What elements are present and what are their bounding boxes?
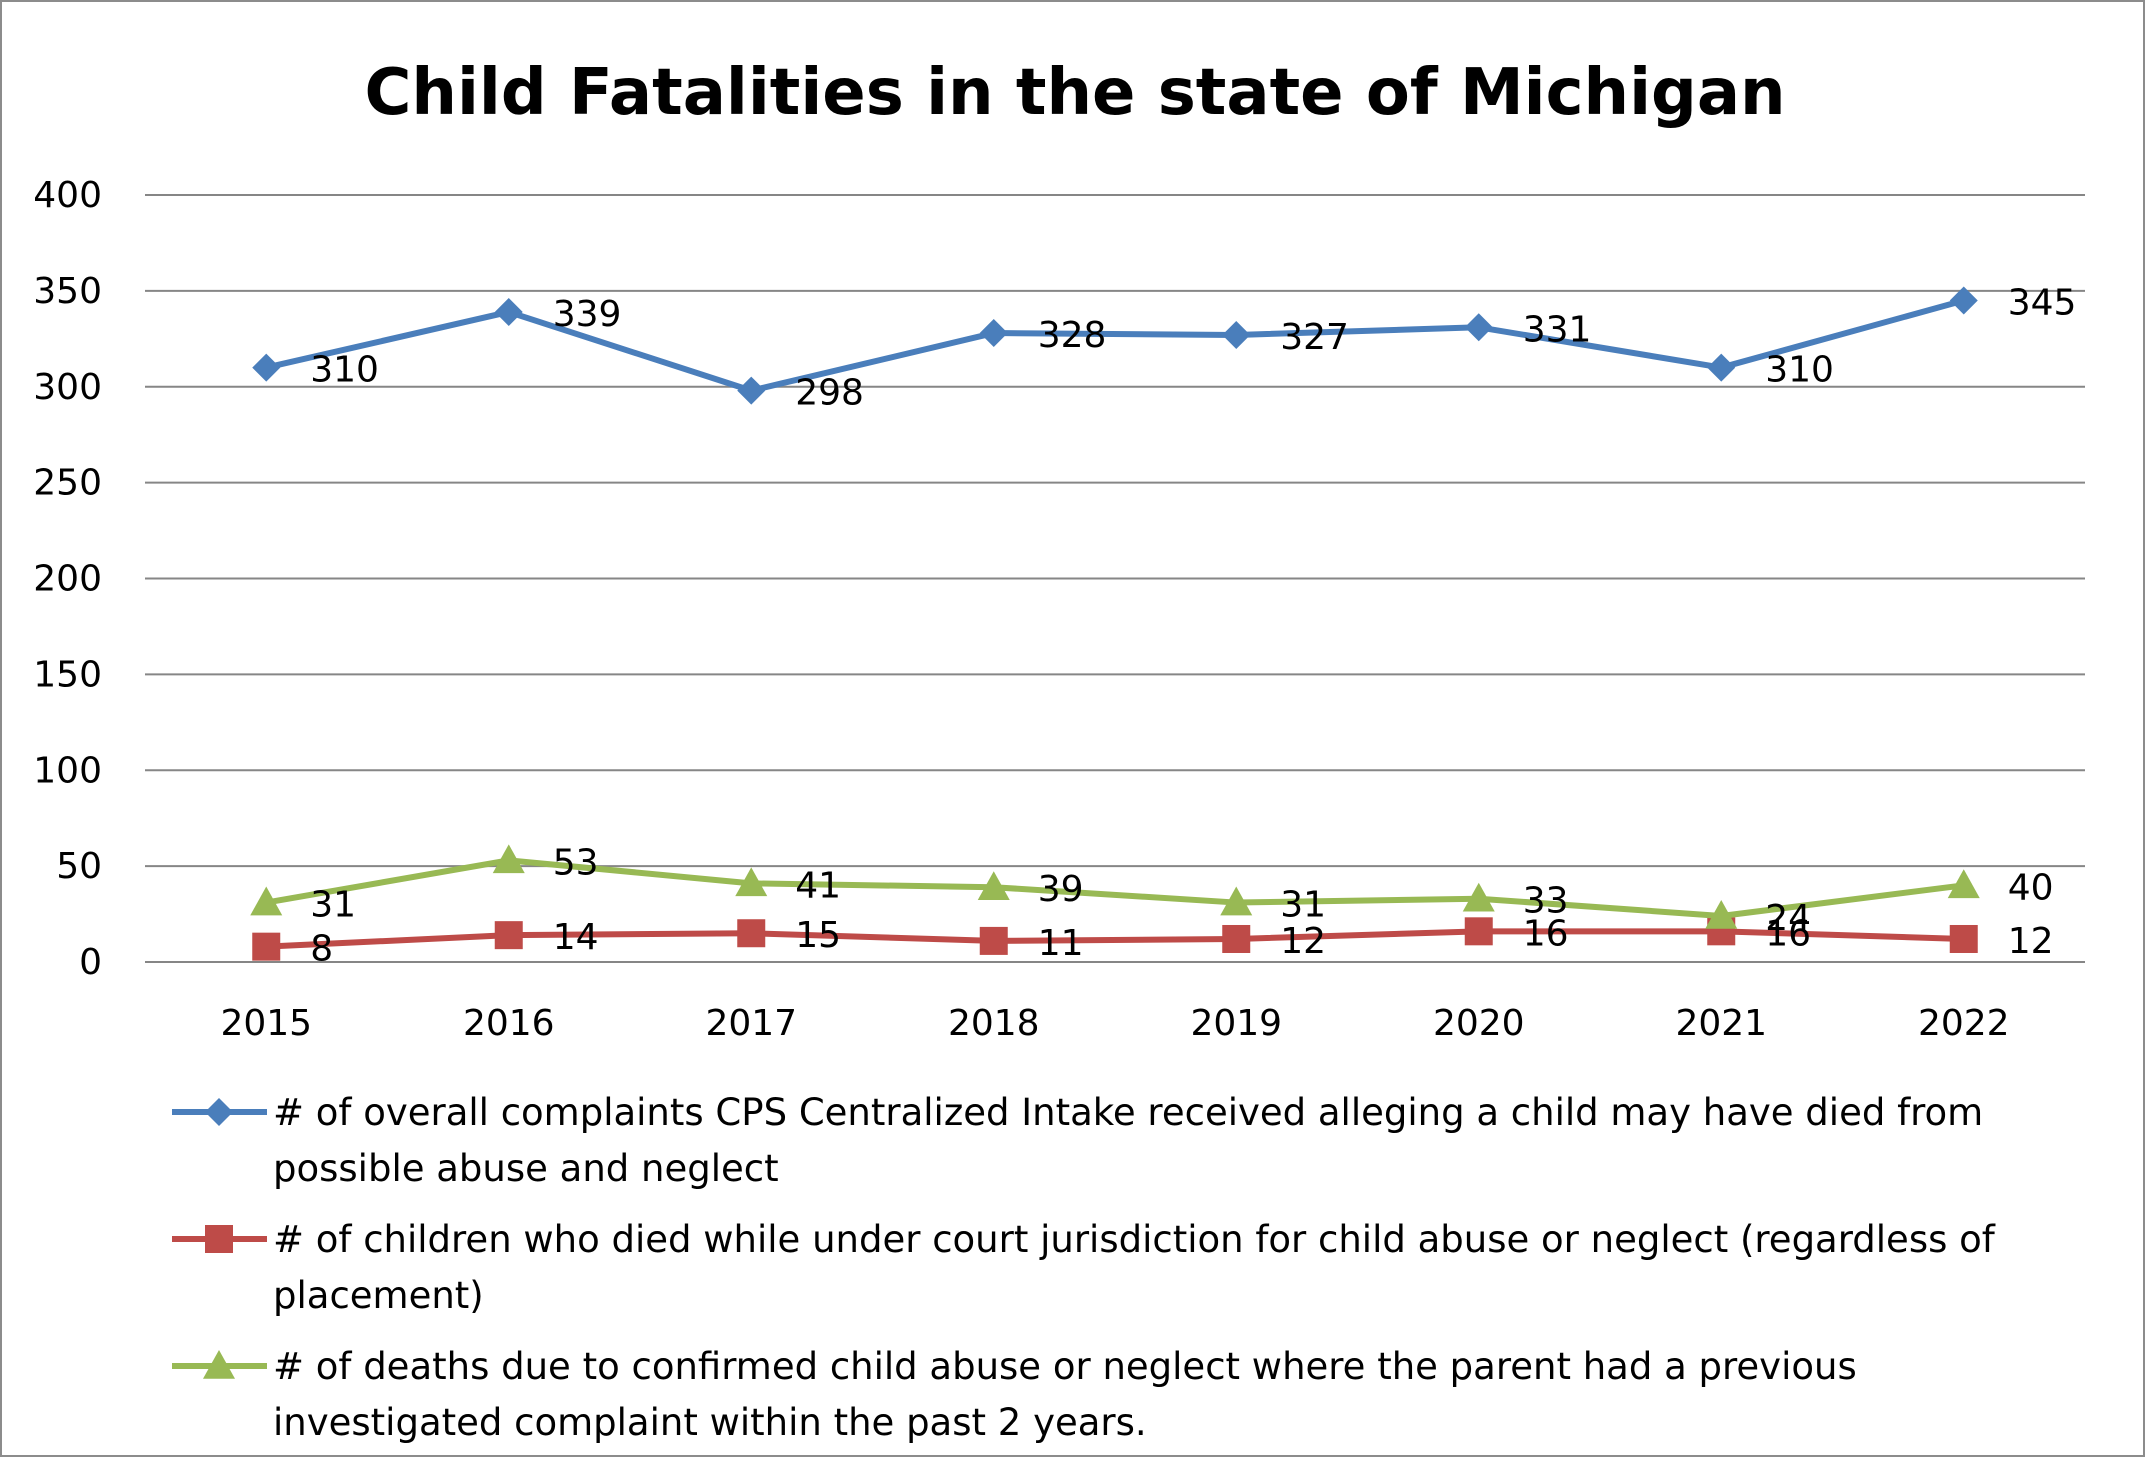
- x-tick-label: 2015: [220, 1003, 312, 1044]
- legend: # of overall complaints CPS Centralized …: [172, 1091, 1996, 1444]
- chart-title: Child Fatalities in the state of Michiga…: [364, 56, 1785, 130]
- series-line: [265, 297, 1965, 394]
- data-label: 339: [553, 294, 622, 335]
- data-label: 14: [553, 917, 599, 958]
- data-label: 12: [2008, 921, 2054, 962]
- legend-item: # of children who died while under court…: [172, 1218, 1996, 1317]
- data-label: 40: [2008, 867, 2054, 908]
- data-label: 12: [1280, 921, 1326, 962]
- data-label: 331: [1523, 309, 1592, 350]
- legend-label: investigated complaint within the past 2…: [273, 1401, 1147, 1444]
- data-point-square: [1464, 917, 1493, 946]
- legend-marker-triangle: [203, 1350, 235, 1379]
- data-point-square: [252, 932, 281, 961]
- data-point-square: [1949, 924, 1978, 953]
- data-point-diamond: [1222, 320, 1251, 349]
- data-point-diamond: [1707, 353, 1736, 382]
- series-triangle: [250, 844, 1980, 929]
- y-tick-label: 150: [33, 654, 102, 695]
- legend-label: possible abuse and neglect: [273, 1147, 779, 1190]
- data-label: 53: [553, 842, 599, 883]
- data-label: 31: [310, 885, 356, 926]
- data-point-triangle: [1705, 899, 1738, 929]
- y-axis-ticks: 0 50 100 150 200 250 300 350 400: [33, 175, 102, 983]
- series-line: [265, 857, 1965, 919]
- y-tick-label: 50: [56, 846, 102, 887]
- x-tick-label: 2020: [1433, 1003, 1525, 1044]
- legend-marker-diamond: [205, 1098, 233, 1126]
- x-tick-label: 2022: [1918, 1003, 2010, 1044]
- gridlines: [145, 194, 2085, 963]
- legend-item: # of overall complaints CPS Centralized …: [172, 1091, 1983, 1190]
- data-label: 24: [1765, 898, 1811, 939]
- data-label: 298: [795, 373, 864, 414]
- data-point-triangle: [1220, 886, 1253, 916]
- data-label: 39: [1038, 869, 1084, 910]
- y-tick-label: 400: [33, 175, 102, 216]
- y-tick-label: 0: [79, 942, 102, 983]
- data-point-triangle: [1462, 882, 1495, 912]
- y-tick-label: 100: [33, 750, 102, 791]
- data-point-diamond: [252, 353, 281, 382]
- series-square: [252, 917, 1978, 961]
- data-label: 15: [795, 915, 841, 956]
- data-point-triangle: [492, 844, 525, 874]
- data-point-triangle: [250, 886, 283, 916]
- x-tick-label: 2019: [1190, 1003, 1282, 1044]
- data-label: 345: [2008, 282, 2077, 323]
- data-label: 328: [1038, 315, 1107, 356]
- y-tick-label: 350: [33, 271, 102, 312]
- data-point-diamond: [494, 297, 523, 326]
- data-label: 31: [1280, 885, 1326, 926]
- data-point-square: [737, 919, 766, 948]
- data-label: 16: [1765, 913, 1811, 954]
- data-label: 11: [1038, 923, 1084, 964]
- data-point-square: [494, 921, 523, 950]
- y-tick-label: 300: [33, 367, 102, 408]
- series-diamond: [252, 286, 1978, 405]
- x-tick-label: 2021: [1675, 1003, 1767, 1044]
- data-point-square: [1222, 924, 1251, 953]
- legend-marker-square: [205, 1225, 233, 1253]
- legend-label: # of overall complaints CPS Centralized …: [273, 1091, 1983, 1134]
- x-tick-label: 2018: [948, 1003, 1040, 1044]
- legend-item: # of deaths due to confirmed child abuse…: [172, 1345, 1857, 1444]
- x-tick-label: 2017: [705, 1003, 797, 1044]
- legend-label: placement): [273, 1274, 484, 1317]
- data-label: 8: [310, 929, 333, 970]
- series-line: [266, 928, 1964, 950]
- data-point-triangle: [1947, 869, 1980, 899]
- data-point-diamond: [737, 376, 766, 405]
- data-point-triangle: [735, 867, 768, 897]
- y-tick-label: 250: [33, 463, 102, 504]
- data-point-diamond: [1464, 313, 1493, 342]
- data-label: 327: [1280, 317, 1349, 358]
- data-point-diamond: [1949, 286, 1978, 315]
- data-label: 33: [1523, 881, 1569, 922]
- data-point-square: [979, 926, 1008, 955]
- y-tick-label: 200: [33, 559, 102, 600]
- data-label: 310: [310, 350, 379, 391]
- x-axis-ticks: 2015 2016 2017 2018 2019 2020 2021 2022: [220, 1003, 2009, 1044]
- x-tick-label: 2016: [463, 1003, 555, 1044]
- data-label: 310: [1765, 350, 1834, 391]
- series-layer: [250, 286, 1980, 961]
- legend-label: # of children who died while under court…: [273, 1218, 1996, 1261]
- data-point-triangle: [977, 871, 1010, 901]
- data-label: 41: [795, 865, 841, 906]
- legend-label: # of deaths due to confirmed child abuse…: [273, 1345, 1857, 1388]
- data-point-diamond: [979, 319, 1008, 348]
- data-label: 16: [1523, 913, 1569, 954]
